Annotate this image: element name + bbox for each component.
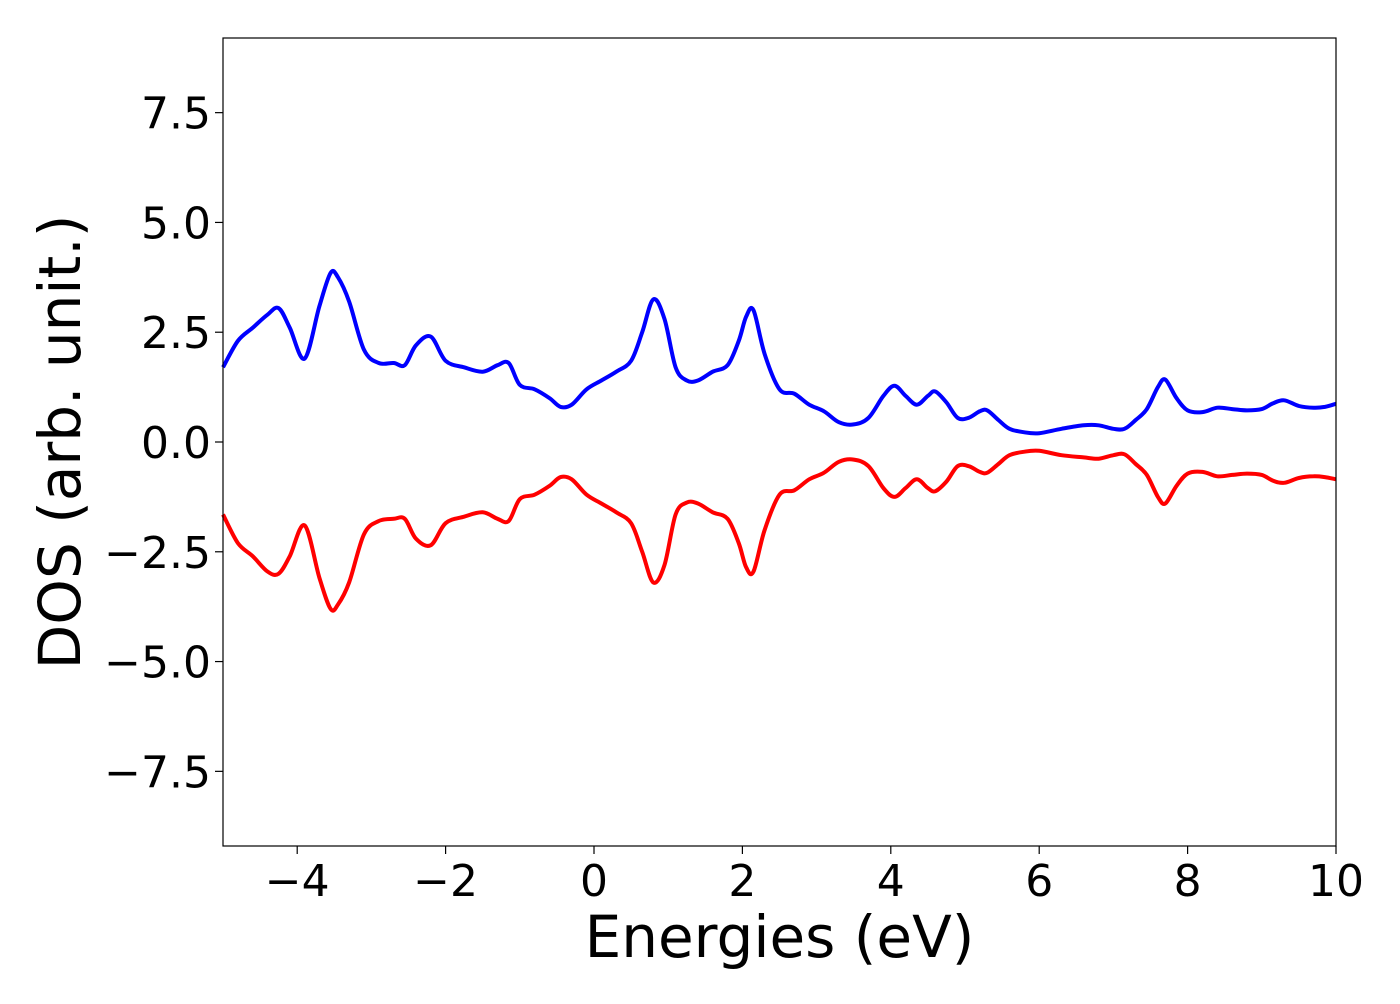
y-tick-label: 0.0	[141, 418, 211, 469]
dos-series-line-1	[221, 268, 1337, 436]
y-tick-label: −2.5	[104, 528, 211, 579]
dos-series-line-2	[221, 448, 1337, 613]
x-tick-label: 10	[1308, 856, 1364, 907]
x-tick-label: 2	[728, 856, 756, 907]
y-tick-label: 5.0	[141, 198, 211, 249]
x-tick-label: 8	[1174, 856, 1202, 907]
y-axis-title: DOS (arb. unit.)	[26, 215, 94, 670]
y-tick-label: 2.5	[141, 308, 211, 359]
y-tick-label: −7.5	[104, 747, 211, 798]
x-tick-label: 0	[580, 856, 608, 907]
series-lines	[221, 268, 1337, 613]
y-tick-label: −5.0	[104, 638, 211, 689]
x-tick-label: 6	[1025, 856, 1053, 907]
x-tick-label: −2	[413, 856, 478, 907]
x-axis-title: Energies (eV)	[585, 903, 975, 971]
x-tick-label: −4	[265, 856, 330, 907]
x-tick-label: 4	[877, 856, 905, 907]
plot-area-frame	[222, 37, 1337, 847]
y-axis-ticks: 7.5 5.0 2.5 0.0 −2.5 −5.0 −7.5	[104, 89, 223, 798]
x-axis-ticks: −4 −2 0 2 4 6 8 10	[265, 846, 1364, 907]
y-tick-label: 7.5	[141, 89, 211, 140]
